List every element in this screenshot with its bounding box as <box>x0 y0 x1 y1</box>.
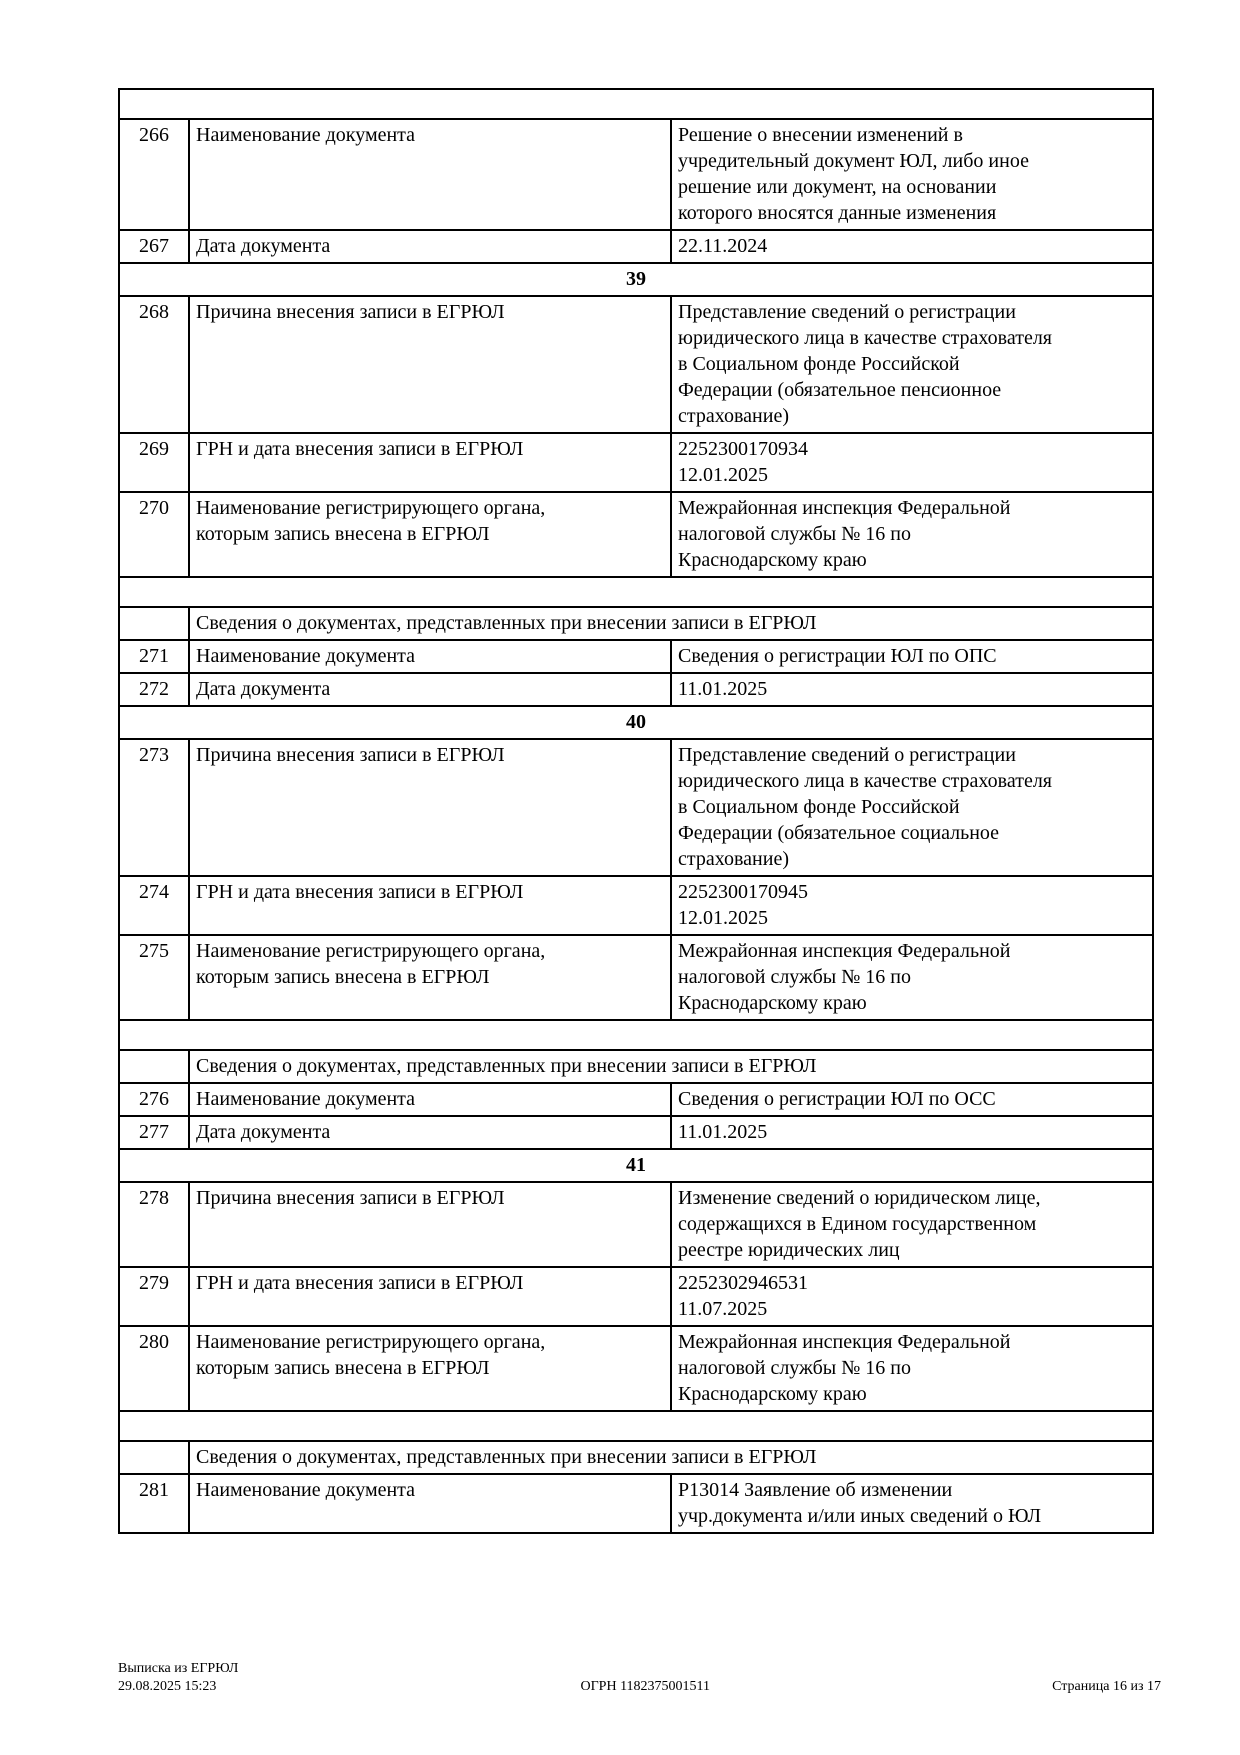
row-value-cell: 2252302946531 11.07.2025 <box>669 1266 1155 1327</box>
row-value-cell: Межрайонная инспекция Федеральной налого… <box>669 1325 1155 1412</box>
egrul-records-table: 266 Наименование документа Решение о внесе… <box>117 88 1155 1534</box>
row-number-cell: 281 <box>118 1473 190 1534</box>
row-label-cell: Наименование документа <box>188 1473 672 1534</box>
row-value-cell: Решение о внесении изменений в учредител… <box>669 118 1155 231</box>
table-row: 277 Дата документа 11.01.2025 <box>118 1115 1155 1150</box>
table-row: 271 Наименование документа Сведения о реги… <box>118 639 1155 674</box>
row-number-cell: 280 <box>118 1325 190 1412</box>
section-number-row: 41 <box>117 1148 1155 1183</box>
footer-ogrn: ОГРН 1182375001511 <box>580 1678 711 1694</box>
row-number-cell: 277 <box>118 1115 190 1150</box>
row-value-cell: 11.01.2025 <box>669 1115 1155 1150</box>
table-row: 270 Наименование регистрирующего органа, … <box>118 491 1155 578</box>
row-number-cell: 267 <box>118 229 190 264</box>
table-row: 268 Причина внесения записи в ЕГРЮЛ Предст… <box>118 295 1155 434</box>
row-value-cell: Изменение сведений о юридическом лице, с… <box>669 1181 1155 1268</box>
section-number: 41 <box>117 1148 1155 1183</box>
row-value-cell: 2252300170945 12.01.2025 <box>669 875 1155 936</box>
table-row: 272 Дата документа 11.01.2025 <box>118 672 1155 707</box>
table-row: 274 ГРН и дата внесения записи в ЕГРЮЛ 225… <box>118 875 1155 936</box>
row-label-cell: Наименование регистрирующего органа, кот… <box>188 1325 672 1412</box>
row-label-cell: Причина внесения записи в ЕГРЮЛ <box>188 738 672 877</box>
separator-row <box>117 88 1155 120</box>
separator-cell <box>117 1410 1155 1442</box>
row-label-cell: Наименование документа <box>188 639 672 674</box>
row-number-cell: 279 <box>118 1266 190 1327</box>
table-row: 266 Наименование документа Решение о внесе… <box>118 118 1155 231</box>
table-row: 275 Наименование регистрирующего органа, … <box>118 934 1155 1021</box>
row-label-cell: Наименование регистрирующего органа, кот… <box>188 934 672 1021</box>
row-value-cell: Р13014 Заявление об изменении учр.докуме… <box>669 1473 1155 1534</box>
table-row: 279 ГРН и дата внесения записи в ЕГРЮЛ 225… <box>118 1266 1155 1327</box>
row-number-cell: 268 <box>118 295 190 434</box>
footer-doc-title: Выписка из ЕГРЮЛ <box>118 1661 239 1676</box>
row-value-cell: Представление сведений о регистрации юри… <box>669 738 1155 877</box>
section-number: 39 <box>117 262 1155 297</box>
row-value-cell: Межрайонная инспекция Федеральной налого… <box>669 491 1155 578</box>
footer-left-block: Выписка из ЕГРЮЛ 29.08.2025 15:23 <box>118 1660 238 1695</box>
separator-row <box>117 1019 1155 1051</box>
row-number-cell: 278 <box>118 1181 190 1268</box>
section-number: 40 <box>117 705 1155 740</box>
section-number-row: 40 <box>117 705 1155 740</box>
row-number-cell: 272 <box>118 672 190 707</box>
documents-subheader-row: Сведения о документах, представленных пр… <box>118 1049 1155 1084</box>
table-row: 278 Причина внесения записи в ЕГРЮЛ Измене… <box>118 1181 1155 1268</box>
documents-subheader-title: Сведения о документах, представленных пр… <box>187 1049 1155 1084</box>
row-label-cell: ГРН и дата внесения записи в ЕГРЮЛ <box>188 875 672 936</box>
row-value-cell: Сведения о регистрации ЮЛ по ОСС <box>669 1082 1155 1117</box>
row-number-cell: 274 <box>118 875 190 936</box>
row-number-cell: 271 <box>118 639 190 674</box>
table-row: 276 Наименование документа Сведения о реги… <box>118 1082 1155 1117</box>
row-label-cell: Причина внесения записи в ЕГРЮЛ <box>188 1181 672 1268</box>
row-label-cell: Дата документа <box>188 1115 672 1150</box>
documents-subheader-row: Сведения о документах, представленных пр… <box>118 1440 1155 1475</box>
row-label-cell: ГРН и дата внесения записи в ЕГРЮЛ <box>188 1266 672 1327</box>
row-label-cell: Дата документа <box>188 229 672 264</box>
row-number-cell: 269 <box>118 432 190 493</box>
separator-cell <box>117 576 1155 608</box>
separator-cell <box>117 1019 1155 1051</box>
documents-subheader-title: Сведения о документах, представленных пр… <box>187 1440 1155 1475</box>
row-label-cell: Дата документа <box>188 672 672 707</box>
subheader-empty-cell <box>118 1440 190 1475</box>
row-value-cell: 22.11.2024 <box>669 229 1155 264</box>
subheader-empty-cell <box>118 606 190 641</box>
row-number-cell: 273 <box>118 738 190 877</box>
row-value-cell: Межрайонная инспекция Федеральной налого… <box>669 934 1155 1021</box>
row-value-cell: 11.01.2025 <box>669 672 1155 707</box>
row-value-cell: Сведения о регистрации ЮЛ по ОПС <box>669 639 1155 674</box>
row-label-cell: Наименование регистрирующего органа, кот… <box>188 491 672 578</box>
row-number-cell: 266 <box>118 118 190 231</box>
table-row: 273 Причина внесения записи в ЕГРЮЛ Предст… <box>118 738 1155 877</box>
separator-cell <box>117 88 1155 120</box>
documents-subheader-row: Сведения о документах, представленных пр… <box>118 606 1155 641</box>
row-label-cell: Причина внесения записи в ЕГРЮЛ <box>188 295 672 434</box>
row-label-cell: Наименование документа <box>188 118 672 231</box>
row-number-cell: 270 <box>118 491 190 578</box>
row-label-cell: ГРН и дата внесения записи в ЕГРЮЛ <box>188 432 672 493</box>
documents-subheader-title: Сведения о документах, представленных пр… <box>187 606 1155 641</box>
page-footer: Выписка из ЕГРЮЛ 29.08.2025 15:23 ОГРН 1… <box>118 1660 1161 1695</box>
table-row: 267 Дата документа 22.11.2024 <box>118 229 1155 264</box>
table-row: 280 Наименование регистрирующего органа, … <box>118 1325 1155 1412</box>
footer-timestamp: 29.08.2025 15:23 <box>118 1678 217 1694</box>
row-number-cell: 276 <box>118 1082 190 1117</box>
row-number-cell: 275 <box>118 934 190 1021</box>
table-row: 269 ГРН и дата внесения записи в ЕГРЮЛ 225… <box>118 432 1155 493</box>
row-value-cell: 2252300170934 12.01.2025 <box>669 432 1155 493</box>
row-value-cell: Представление сведений о регистрации юри… <box>669 295 1155 434</box>
separator-row <box>117 576 1155 608</box>
row-label-cell: Наименование документа <box>188 1082 672 1117</box>
footer-page-number: Страница 16 из 17 <box>1052 1678 1161 1694</box>
table-row: 281 Наименование документа Р13014 Заявлени… <box>118 1473 1155 1534</box>
separator-row <box>117 1410 1155 1442</box>
subheader-empty-cell <box>118 1049 190 1084</box>
section-number-row: 39 <box>117 262 1155 297</box>
